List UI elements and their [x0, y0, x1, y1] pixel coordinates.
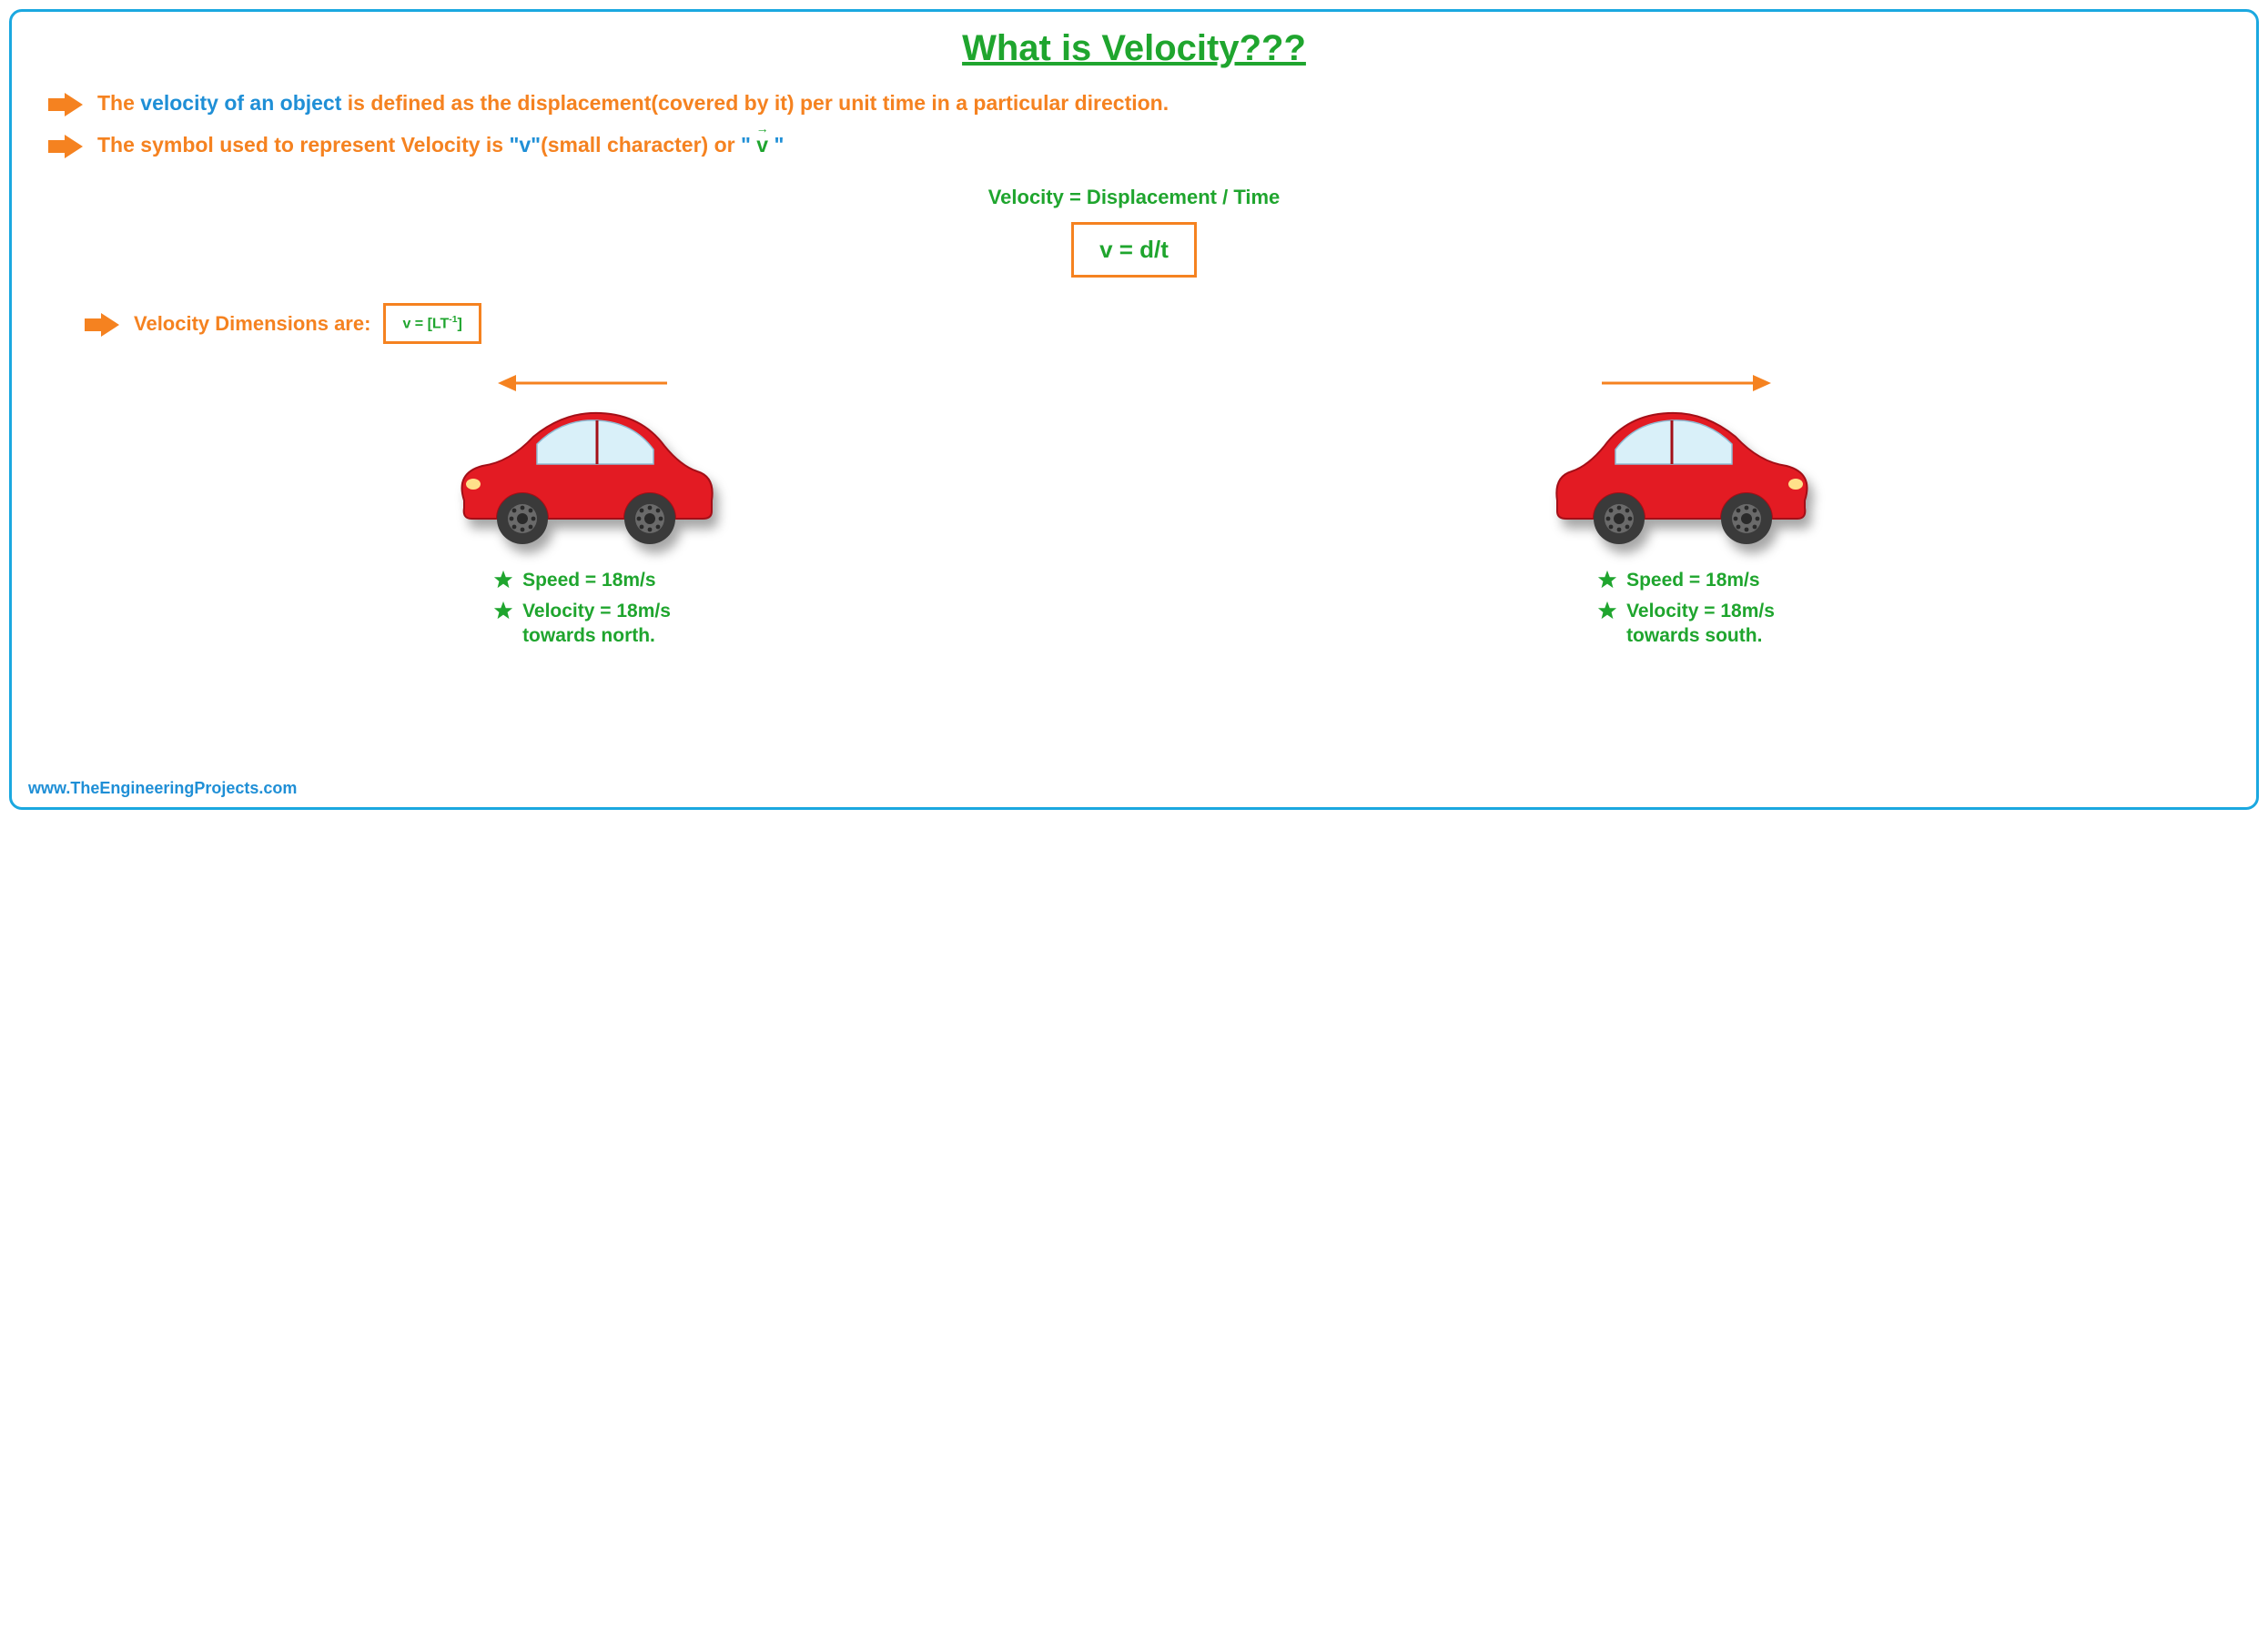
dimensions-row: Velocity Dimensions are: v = [LT-1] — [85, 303, 2220, 344]
arrow-right-icon — [1600, 371, 1773, 395]
car-right-icon — [1550, 400, 1823, 546]
arrow-right-icon — [48, 133, 85, 160]
symbol-text: The symbol used to represent Velocity is… — [97, 131, 784, 159]
star-icon — [493, 570, 513, 590]
formula-box-wrap: v = d/t — [48, 209, 2220, 278]
velocity-line: Velocity = 18m/stowards north. — [493, 599, 671, 649]
dimensions-label: Velocity Dimensions are: — [134, 312, 370, 336]
car-right-column: Speed = 18m/s Velocity = 18m/stowards so… — [1550, 371, 1823, 653]
arrow-right-icon — [48, 91, 85, 118]
dimensions-box: v = [LT-1] — [383, 303, 481, 344]
speed-line: Speed = 18m/s — [1597, 568, 1775, 592]
car-left-icon — [446, 400, 719, 546]
infographic-frame: What is Velocity??? The velocity of an o… — [9, 9, 2259, 810]
car-left-info: Speed = 18m/s Velocity = 18m/stowards no… — [493, 562, 671, 653]
car-right-info: Speed = 18m/s Velocity = 18m/stowards so… — [1597, 562, 1775, 653]
bullet-definition: The velocity of an object is defined as … — [48, 89, 2220, 118]
car-left-column: Speed = 18m/s Velocity = 18m/stowards no… — [446, 371, 719, 653]
arrow-left-icon — [496, 371, 669, 395]
footer-credit: www.TheEngineeringProjects.com — [28, 779, 297, 798]
page-title: What is Velocity??? — [48, 28, 2220, 69]
speed-line: Speed = 18m/s — [493, 568, 671, 592]
star-icon — [1597, 601, 1617, 621]
cars-row: Speed = 18m/s Velocity = 18m/stowards no… — [48, 371, 2220, 653]
bullet-symbol: The symbol used to represent Velocity is… — [48, 131, 2220, 160]
formula-box: v = d/t — [1071, 222, 1197, 278]
star-icon — [493, 601, 513, 621]
velocity-line: Velocity = 18m/stowards south. — [1597, 599, 1775, 649]
star-icon — [1597, 570, 1617, 590]
vector-v-symbol: →v — [756, 131, 768, 159]
definition-text: The velocity of an object is defined as … — [97, 89, 1169, 117]
formula-words: Velocity = Displacement / Time — [48, 186, 2220, 209]
arrow-right-icon — [85, 311, 121, 339]
